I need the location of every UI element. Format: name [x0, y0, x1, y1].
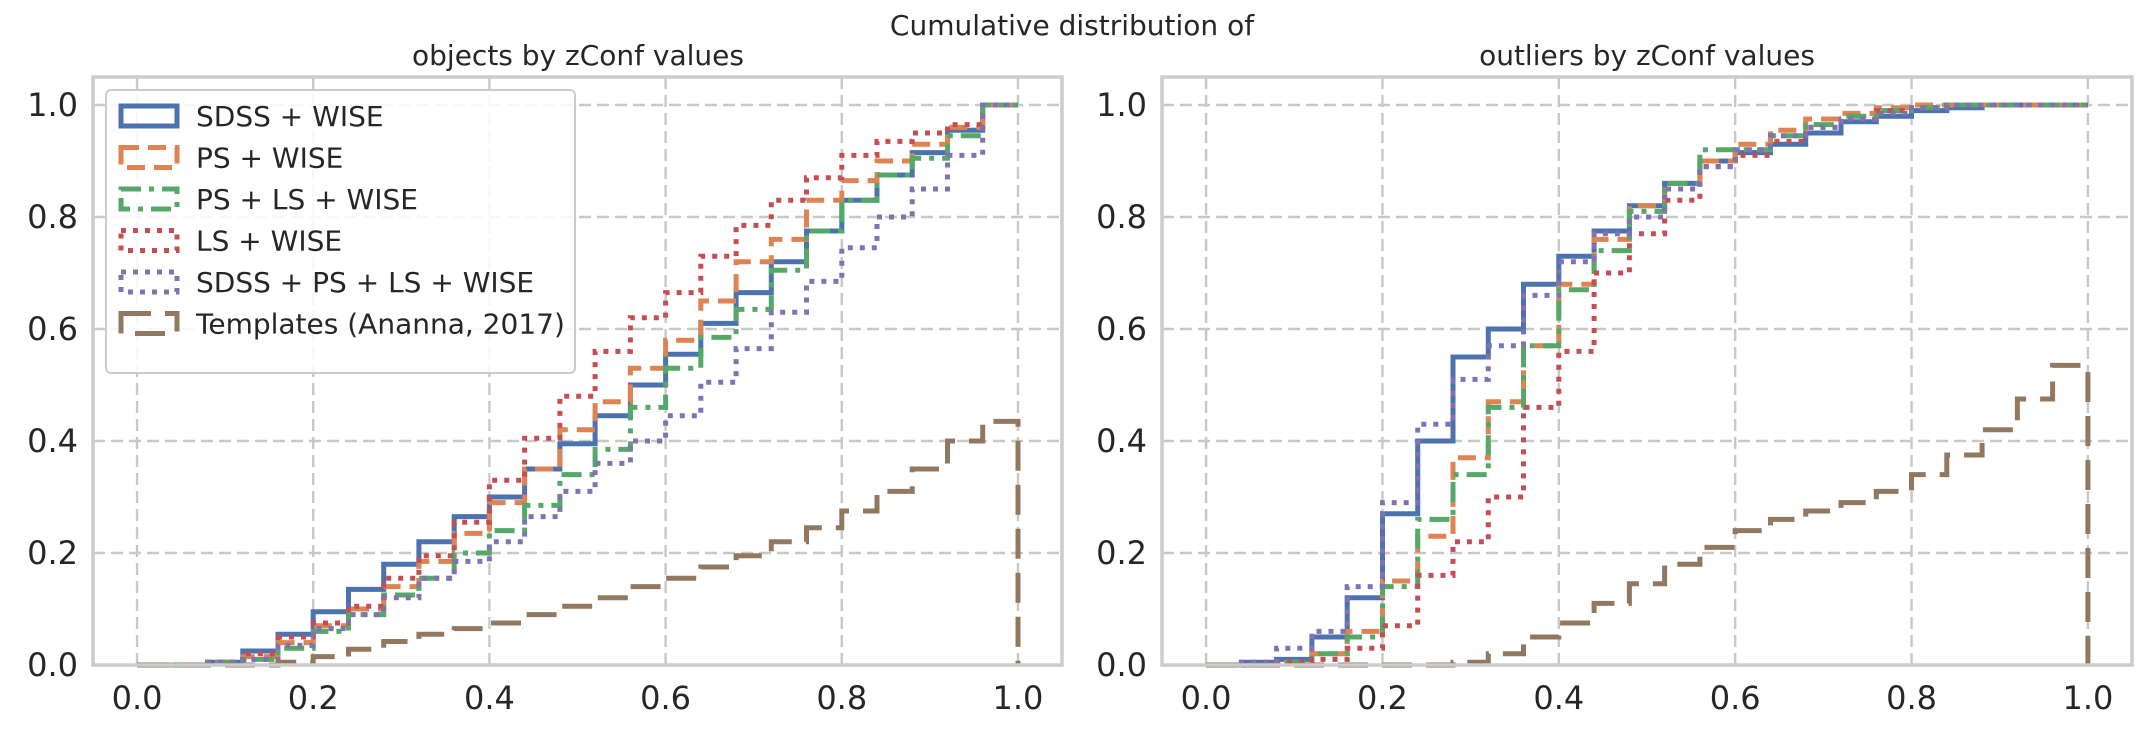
legend-swatch-sdss-wise — [118, 103, 180, 129]
panel-objects: objects by zConf values 0.0 0.2 0.4 0.6 0.8 1… — [27, 39, 1064, 717]
x-tick-label: 0.0 — [112, 679, 163, 717]
legend-label-ps-ls-wise: PS + LS + WISE — [196, 183, 418, 216]
panel-title-objects: objects by zConf values — [412, 39, 744, 72]
series-ps-wise-line — [137, 102, 1018, 668]
plot-frame-outliers — [1160, 75, 2134, 667]
panel-title-outliers: outliers by zConf values — [1479, 39, 1815, 72]
y-tick-label: 0.8 — [27, 198, 78, 236]
x-tick-label: 0.4 — [1533, 679, 1584, 717]
legend-label-sdss-wise: SDSS + WISE — [196, 100, 384, 133]
x-tick-label: 0.0 — [1181, 679, 1232, 717]
series-sdss-ps-ls-wise-line — [1206, 102, 2088, 668]
y-tick-label: 1.0 — [27, 86, 78, 124]
x-tick-label: 0.4 — [464, 679, 515, 717]
legend-swatch-ps-wise — [118, 145, 180, 170]
series-sdss-wise-line — [1206, 102, 2088, 668]
series-ls-wise-line — [1206, 102, 2088, 668]
figure-suptitle: Cumulative distribution of — [890, 9, 1255, 42]
legend-label-ps-wise: PS + WISE — [196, 142, 343, 175]
x-tick-label: 0.6 — [1710, 679, 1761, 717]
y-tick-label: 0.2 — [1096, 534, 1147, 572]
y-tick-label: 0.4 — [27, 422, 78, 460]
y-tick-label: 1.0 — [1096, 86, 1147, 124]
series-ps-ls-wise-line — [1206, 102, 2088, 668]
y-tick-label: 0.6 — [27, 310, 78, 348]
legend-swatch-ps-ls-wise — [118, 186, 180, 212]
legend-swatch-templates-ananna-2017 — [118, 311, 180, 336]
series-sdss-ps-ls-wise-line — [137, 102, 1018, 668]
legend-box — [105, 89, 576, 374]
legend-label-ls-wise: LS + WISE — [196, 225, 342, 258]
x-tick-label: 0.2 — [1357, 679, 1408, 717]
y-tick-label: 0.0 — [27, 646, 78, 684]
y-tick-label: 0.4 — [1096, 422, 1147, 460]
x-tick-label: 1.0 — [993, 679, 1044, 717]
legend-swatch-ls-wise — [118, 228, 180, 253]
y-tick-label: 0.8 — [1096, 198, 1147, 236]
y-tick-label: 0.2 — [27, 534, 78, 572]
plot-frame-objects — [91, 75, 1064, 667]
series-templates-ananna-2017-line — [1206, 362, 2091, 668]
panel-outliers: outliers by zConf values 0.0 0.2 0.4 0.6 0.8… — [1096, 39, 2134, 717]
x-tick-label: 0.2 — [288, 679, 339, 717]
series-templates-ananna-2017-line — [137, 418, 1021, 668]
series-ps-ls-wise-line — [137, 102, 1018, 668]
legend-swatch-sdss-ps-ls-wise — [118, 269, 180, 295]
x-tick-label: 0.6 — [640, 679, 691, 717]
legend-label-sdss-ps-ls-wise: SDSS + PS + LS + WISE — [196, 266, 534, 299]
x-tick-label: 1.0 — [2062, 679, 2113, 717]
y-tick-label: 0.6 — [1096, 310, 1147, 348]
y-tick-label: 0.0 — [1096, 646, 1147, 684]
x-tick-label: 0.8 — [1886, 679, 1937, 717]
legend-label-templates-ananna-2017: Templates (Ananna, 2017) — [195, 308, 565, 341]
series-ps-wise-line — [1206, 102, 2088, 668]
x-tick-label: 0.8 — [816, 679, 867, 717]
